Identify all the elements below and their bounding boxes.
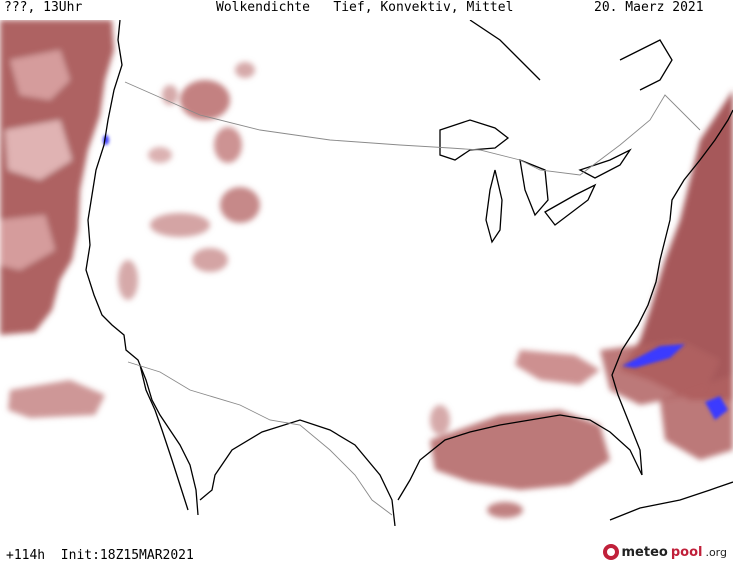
- logo-icon: [602, 544, 619, 560]
- cloud-layer: [0, 20, 733, 518]
- footer: +114h Init:18Z15MAR2021 meteo pool .org: [0, 540, 733, 566]
- border-us-mexico: [127, 361, 393, 516]
- convective-cell-caribbean: [705, 396, 728, 420]
- meteopool-logo[interactable]: meteo pool .org: [602, 544, 727, 560]
- header: ???, 13Uhr Wolkendichte Tief, Konvektiv,…: [0, 0, 733, 20]
- run-info: +114h Init:18Z15MAR2021: [6, 548, 194, 563]
- map-title: Wolkendichte Tief, Konvektiv, Mittel: [216, 0, 514, 15]
- cloud-density-map: [0, 20, 733, 526]
- borders: [124, 81, 701, 516]
- logo-text-meteo: meteo: [621, 544, 668, 560]
- logo-text-pool: pool: [670, 544, 703, 560]
- convective-cell-atlantic: [622, 344, 685, 368]
- border-us-canada: [124, 81, 701, 176]
- forecast-date: 20. Maerz 2021: [594, 0, 704, 15]
- coastlines: [85, 20, 733, 526]
- cloud-region-atlantic: [620, 90, 733, 400]
- valid-time-label: ???, 13Uhr: [4, 0, 83, 15]
- logo-text-org: .org: [705, 545, 727, 559]
- cloud-region-gulf: [430, 410, 610, 490]
